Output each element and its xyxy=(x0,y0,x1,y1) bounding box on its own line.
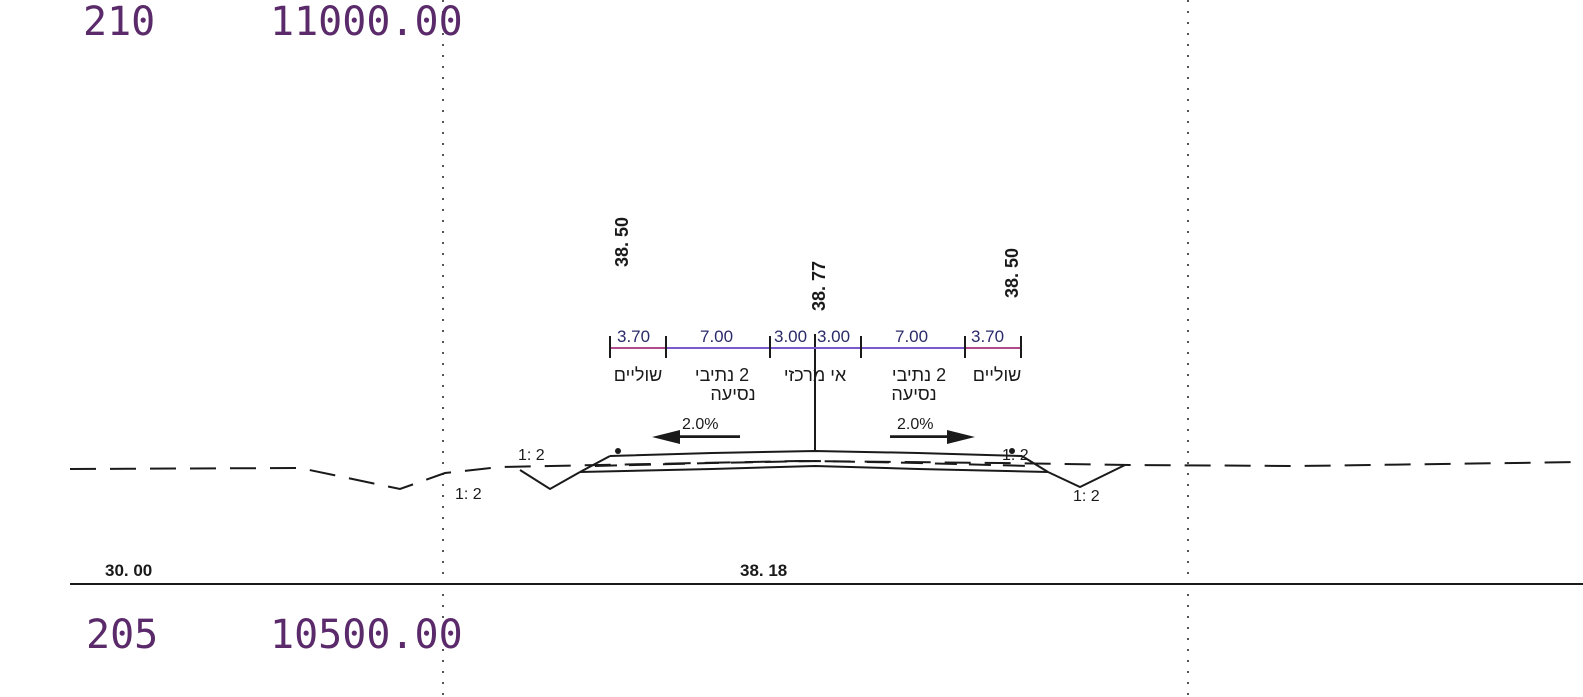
left-slope-arrow-icon xyxy=(652,430,680,444)
left-fill-slope xyxy=(579,455,611,473)
bottom-station-number: 205 xyxy=(86,612,158,658)
width-right-lanes: 7.00 xyxy=(895,327,928,346)
top-station-chainage: 11000.00 xyxy=(270,0,463,45)
bottom-station-chainage: 10500.00 xyxy=(270,612,463,658)
width-median-right: 3.00 xyxy=(817,327,850,346)
right-ditch xyxy=(1047,464,1126,489)
label-left-lanes-2: נסיעה xyxy=(710,384,755,404)
dimension-ticks xyxy=(609,336,1022,358)
right-fill-slope-ratio: 1: 2 xyxy=(1002,447,1029,464)
road-subgrade-dashed xyxy=(594,459,1031,467)
label-median: אי מרכזי xyxy=(784,365,847,385)
width-right-shoulder: 3.70 xyxy=(971,327,1004,346)
elevation-center: 38. 77 xyxy=(809,261,829,311)
road-bottom-line xyxy=(579,464,1049,473)
elevation-right-edge: 38. 50 xyxy=(1002,248,1022,298)
label-left-shoulder: שוליים xyxy=(614,365,663,385)
right-fill-slope xyxy=(1021,455,1049,473)
width-median-left: 3.00 xyxy=(774,327,807,346)
top-station-number: 210 xyxy=(83,0,155,45)
label-right-shoulder: שוליים xyxy=(973,365,1022,385)
left-cross-slope-label: 2.0% xyxy=(682,416,718,433)
right-cross-slope-label: 2.0% xyxy=(897,416,933,433)
label-left-lanes-1: 2 נתיבי xyxy=(695,365,749,385)
label-right-lanes-2: נסיעה xyxy=(891,384,936,404)
center-baseline-label: 38. 18 xyxy=(740,561,787,580)
elevation-left-edge: 38. 50 xyxy=(612,217,632,267)
left-ditch xyxy=(519,469,581,491)
width-left-shoulder: 3.70 xyxy=(617,327,650,346)
width-left-lanes: 7.00 xyxy=(700,327,733,346)
right-edge-marker xyxy=(1009,448,1015,454)
left-ditch-slope-ratio: 1: 2 xyxy=(455,486,482,503)
left-edge-marker xyxy=(615,448,621,454)
left-fill-slope-ratio: 1: 2 xyxy=(518,447,545,464)
right-slope-arrow-icon xyxy=(947,430,975,444)
datum-elevation-label: 30. 00 xyxy=(105,561,152,580)
right-ditch-slope-ratio: 1: 2 xyxy=(1073,488,1100,505)
label-right-lanes-1: 2 נתיבי xyxy=(892,365,946,385)
